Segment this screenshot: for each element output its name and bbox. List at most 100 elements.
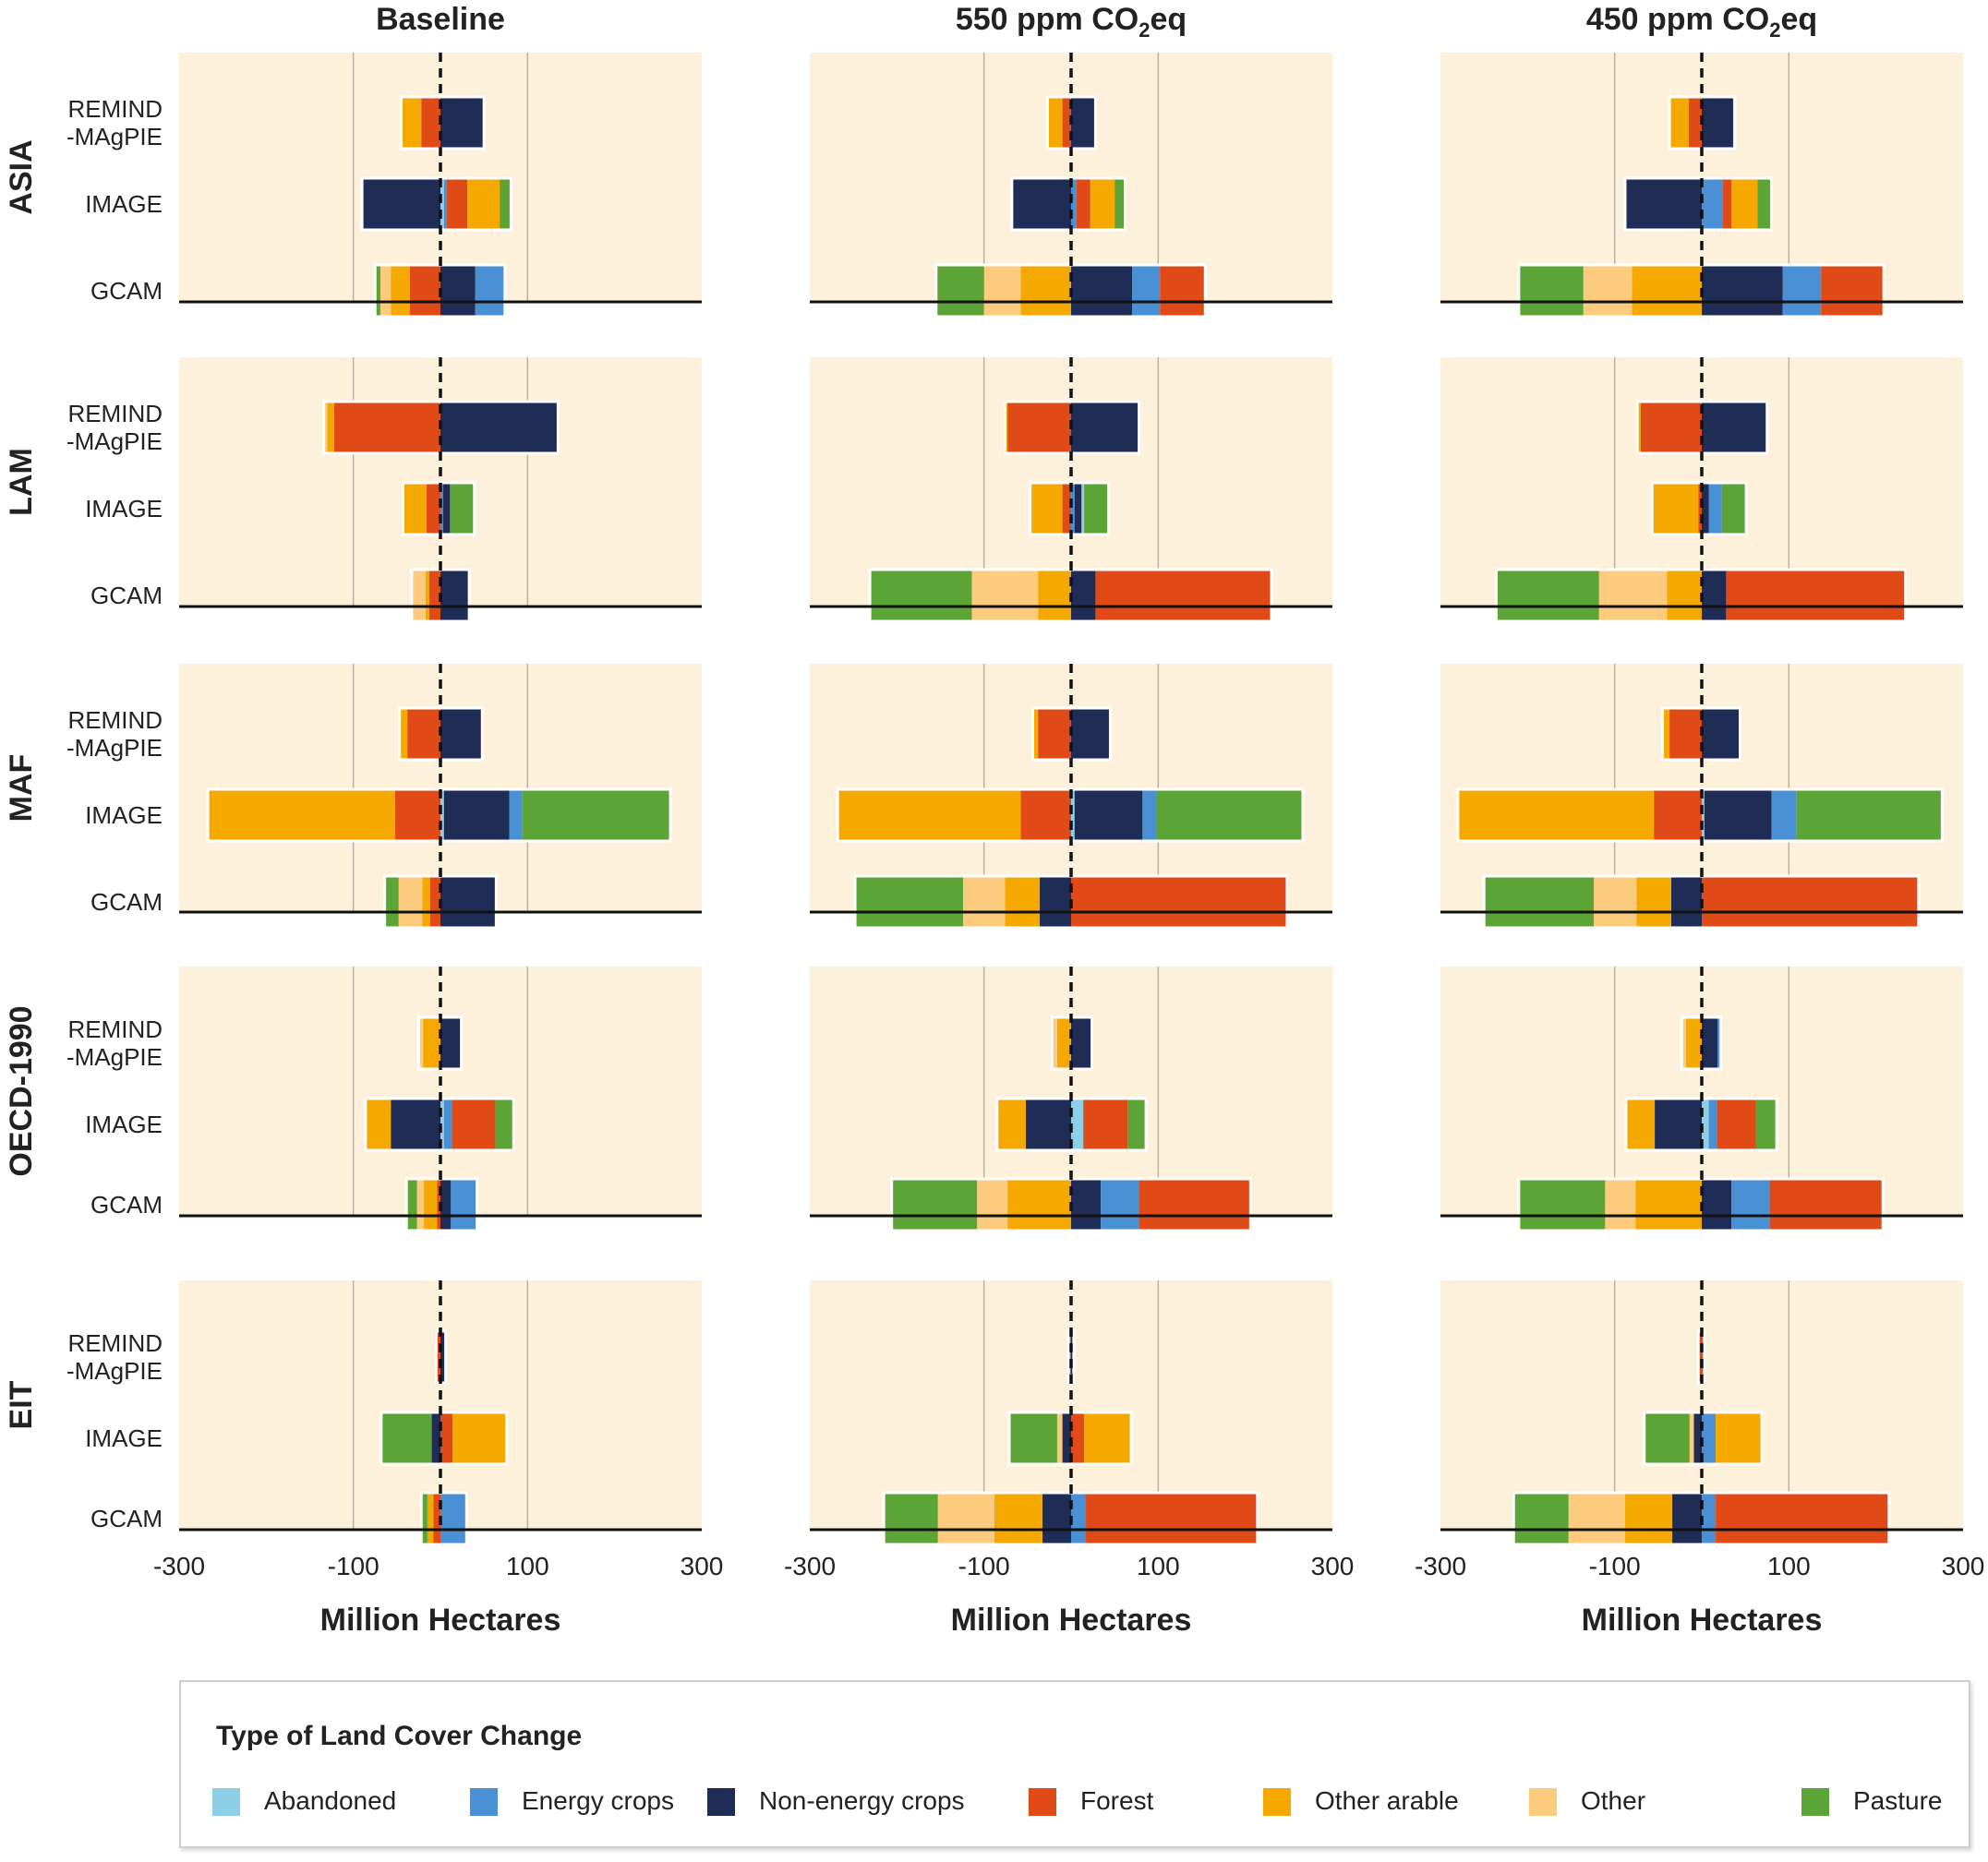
bar-segment-energy [1782, 265, 1822, 317]
bar-segment-other [1568, 1493, 1625, 1544]
bar-segment-nonenergy [1074, 483, 1082, 535]
bar-segment-pasture [1513, 1493, 1569, 1544]
x-axis-title: Million Hectares [1582, 1603, 1823, 1638]
bar-segment-nonenergy [440, 570, 470, 621]
legend-swatch [1529, 1788, 1557, 1816]
bar-segment-forest [1669, 708, 1702, 760]
x-tick-label: 300 [681, 1552, 724, 1580]
bar-segment-forest [1160, 265, 1206, 317]
bar-segment-forest [1769, 1179, 1884, 1231]
bar-segment-nonenergy [440, 402, 559, 453]
bar-segment-pasture [1644, 1412, 1690, 1464]
bar-gcam [1482, 874, 1921, 930]
bar-segment-energy [1101, 1179, 1139, 1231]
panel-asia-s450 [1440, 53, 1963, 318]
bar-segment-pasture [1484, 876, 1595, 928]
bar-segment-otherarable [423, 1017, 440, 1069]
legend-swatch [1029, 1788, 1056, 1816]
legend-label: Non-energy crops [759, 1786, 965, 1815]
bar-segment-otherarable [1716, 1412, 1763, 1464]
panel-oecd-1990-s450 [1440, 967, 1963, 1232]
bar-segment-pasture [495, 1099, 514, 1150]
scenario-title-s450: 450 ppm CO2eq [1586, 2, 1817, 42]
bar-segment-otherarable [1637, 402, 1641, 453]
legend-label: Other [1581, 1786, 1646, 1815]
x-tick-label: -100 [328, 1552, 380, 1580]
bar-segment-energy [440, 1493, 467, 1544]
bar-segment-otherarable [427, 1493, 434, 1544]
bar-segment-otherarable [424, 1179, 438, 1231]
bar-segment-pasture [1009, 1412, 1057, 1464]
bar-image [401, 481, 476, 536]
bar-gcam [868, 568, 1273, 623]
legend-title: Type of Land Cover Change [216, 1721, 583, 1751]
model-label: GCAM [90, 888, 163, 916]
bar-segment-nonenergy [1624, 178, 1702, 230]
bar-segment-forest [440, 1412, 453, 1464]
bar-segment-nonenergy [1071, 97, 1096, 149]
bar-segment-nonenergy [1702, 708, 1741, 760]
bar-segment-otherarable [403, 483, 427, 535]
bar-segment-otherarable [1636, 876, 1671, 928]
bar-image [1007, 1411, 1133, 1466]
bar-segment-otherarable [327, 402, 334, 453]
bar-segment-otherarable [1084, 1412, 1132, 1464]
bar-segment-otherarable [467, 178, 500, 230]
bar-segment-energy [509, 789, 523, 841]
bar-segment-nonenergy [431, 1412, 440, 1464]
bar-segment-forest [452, 1099, 496, 1150]
bar-segment-pasture [522, 789, 671, 841]
x-tick-label: -100 [1589, 1552, 1641, 1580]
bar-segment-otherarable [365, 1099, 392, 1150]
region-label-maf: MAF [4, 754, 39, 823]
bar-segment-nonenergy [440, 876, 497, 928]
panel-maf-baseline [179, 664, 702, 930]
legend: Type of Land Cover Change Abandoned Energ… [179, 1680, 1970, 1848]
legend-label: Energy crops [522, 1786, 674, 1815]
bar-segment-abandoned [1071, 789, 1075, 841]
bar-segment-forest [1654, 789, 1702, 841]
bar-segment-abandoned [440, 178, 444, 230]
bar-segment-nonenergy [1071, 1017, 1092, 1069]
bar-segment-forest [1717, 1099, 1756, 1150]
bar-segment-nonenergy [1071, 402, 1139, 453]
bar-segment-pasture [1518, 1179, 1606, 1231]
bar-segment-forest [1698, 1331, 1702, 1383]
bar-segment-forest [437, 1179, 440, 1231]
bar-segment-energy [1708, 1099, 1717, 1150]
bar-segment-nonenergy [440, 708, 483, 760]
bar-outline [419, 1491, 468, 1546]
bar-segment-otherarable [208, 789, 395, 841]
bar-segment-nonenergy [1071, 570, 1096, 621]
bar-segment-energy [1717, 1017, 1721, 1069]
model-label: IMAGE [85, 190, 163, 218]
bar-segment-nonenergy [1702, 570, 1727, 621]
bar-segment-forest [1007, 402, 1071, 453]
bar-remind-magpie [400, 95, 486, 150]
x-axis-title: Million Hectares [951, 1603, 1192, 1638]
bar-segment-pasture [380, 1412, 432, 1464]
bar-gcam [410, 568, 471, 623]
bar-segment-pasture [1114, 178, 1126, 230]
legend-label: Other arable [1315, 1786, 1459, 1815]
bar-segment-energy [443, 1099, 452, 1150]
bar-image [1010, 176, 1127, 232]
legend-label: Pasture [1853, 1786, 1943, 1815]
bar-segment-nonenergy [1011, 178, 1071, 230]
bar-segment-forest [1020, 789, 1071, 841]
bar-segment-other [1594, 876, 1637, 928]
bar-segment-forest [1086, 1493, 1258, 1544]
bar-image [1650, 481, 1748, 536]
bar-segment-nonenergy [1025, 1099, 1071, 1150]
panel-maf-s450 [1440, 664, 1963, 930]
bar-segment-nonenergy [440, 265, 476, 317]
model-label: IMAGE [85, 1111, 163, 1138]
bar-segment-forest [1821, 265, 1885, 317]
bar-segment-pasture [421, 1493, 428, 1544]
bar-image [1456, 787, 1944, 843]
bar-segment-nonenergy [1040, 876, 1071, 928]
bar-segment-energy [1771, 789, 1797, 841]
bar-image [1624, 1097, 1778, 1152]
bar-segment-otherarable [1669, 97, 1689, 149]
bar-segment-otherarable [1457, 789, 1655, 841]
